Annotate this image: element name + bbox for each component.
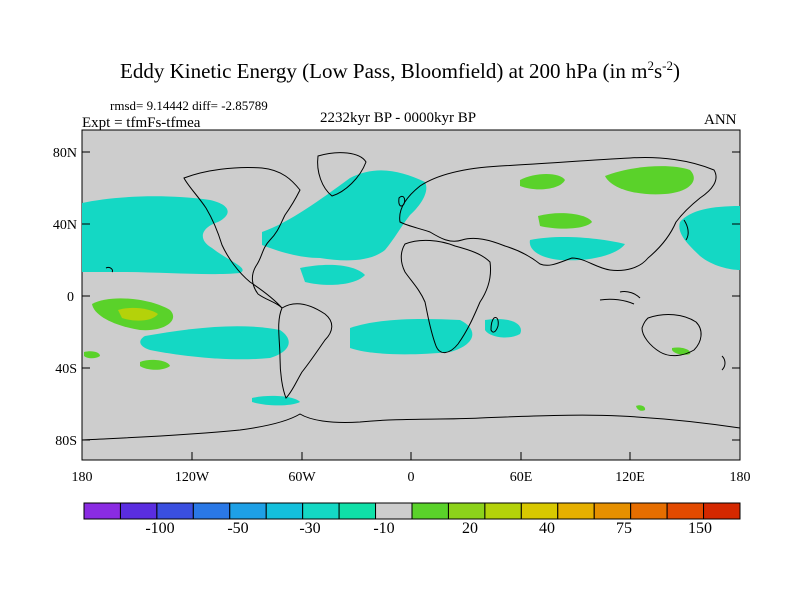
colorbar-label: 20	[462, 520, 478, 537]
green-region-scandinavia	[520, 174, 565, 190]
lat-axis-labels: 80N 40N 0 40S 80S	[53, 146, 77, 449]
colorbar-box	[630, 502, 668, 520]
green-region-siberia	[605, 166, 694, 195]
colorbar-box	[119, 502, 158, 520]
green-region-date-line-south	[84, 351, 100, 359]
colorbar	[83, 502, 741, 520]
lon-label: 120W	[175, 470, 210, 485]
title-sup2: -2	[662, 58, 673, 73]
colorbar-box	[447, 502, 486, 520]
cyan-region-south-atlantic	[350, 318, 473, 355]
coast-north-america	[183, 167, 301, 309]
colorbar-box	[520, 502, 559, 520]
experiment-label: Expt = tfmFs-tfmea	[82, 115, 201, 131]
lon-axis-labels: 180 120W 60W 0 60E 120E 180	[72, 470, 751, 485]
lat-label: 0	[67, 290, 74, 305]
lon-label: 180	[72, 470, 93, 485]
lon-label: 180	[730, 470, 751, 485]
green-region-southern-ocean-east	[636, 405, 646, 411]
colorbar-box	[411, 502, 449, 520]
colorbar-box	[666, 502, 705, 520]
lon-label: 60W	[288, 470, 316, 485]
lat-label: 40S	[55, 362, 77, 377]
period-label: 2232kyr BP - 0000kyr BP	[320, 110, 477, 126]
cyan-region-middle-east	[529, 237, 625, 261]
axis-ticks	[81, 151, 741, 460]
lightgreen-region-tropical-pacific-core	[118, 307, 158, 321]
colorbar-box	[484, 502, 522, 520]
coastlines	[81, 152, 741, 441]
coast-south-america	[278, 303, 333, 399]
coast-new-zealand	[721, 355, 726, 371]
coast-uk	[398, 195, 406, 207]
figure-title: Eddy Kinetic Energy (Low Pass, Bloomfiel…	[0, 58, 800, 84]
colorbar-label: 40	[539, 520, 555, 537]
green-region-south-pacific-west	[140, 359, 170, 370]
lon-label: 0	[408, 470, 415, 485]
cyan-region-north-atlantic	[262, 170, 427, 261]
cyan-region-south-pacific	[140, 326, 289, 360]
cyan-region-north-pacific	[82, 196, 243, 275]
colorbar-box	[703, 502, 741, 520]
green-region-australia-east	[672, 347, 691, 355]
colorbar-box	[229, 502, 267, 520]
cyan-region-atlantic-tail	[300, 264, 365, 285]
green-region-central-asia	[538, 213, 592, 229]
lon-label: 120E	[615, 470, 645, 485]
colorbar-box	[557, 502, 595, 520]
title-sup1: 2	[647, 58, 654, 73]
coast-africa	[400, 239, 491, 353]
colorbar-label: -50	[227, 520, 249, 537]
title-main: Eddy Kinetic Energy (Low Pass, Bloomfiel…	[120, 59, 648, 83]
coast-hawaii	[105, 267, 113, 273]
lat-label: 40N	[53, 218, 77, 233]
title-mid: s	[653, 59, 663, 83]
cyan-region-southern-ocean	[252, 395, 300, 406]
colorbar-box	[192, 502, 231, 520]
colorbar-box	[338, 502, 377, 520]
colorbar-label: -100	[145, 520, 175, 537]
lat-label: 80S	[55, 434, 77, 449]
anomaly-field	[82, 166, 740, 411]
cyan-region-south-indian	[485, 318, 521, 338]
coast-indonesia	[599, 291, 641, 305]
coast-greenland	[317, 152, 367, 197]
coast-madagascar	[490, 317, 499, 333]
stats-text: rmsd= 9.14442 diff= -2.85789	[110, 98, 268, 113]
colorbar-box	[375, 502, 413, 520]
colorbar-label: -10	[373, 520, 395, 537]
coast-antarctica	[81, 413, 741, 441]
lon-label: 60E	[510, 470, 533, 485]
coast-japan	[683, 219, 689, 241]
colorbar-label: -30	[299, 520, 321, 537]
colorbar-box	[302, 502, 340, 520]
cyan-region-east-asia-pacific	[679, 206, 740, 270]
season-label: ANN	[704, 112, 737, 128]
colorbar-label: 75	[616, 520, 632, 537]
title-end: )	[672, 59, 680, 83]
colorbar-box	[156, 502, 194, 520]
colorbar-box	[83, 502, 121, 520]
colorbar-label: 150	[688, 520, 712, 537]
lat-label: 80N	[53, 146, 77, 161]
colorbar-box	[265, 502, 304, 520]
colorbar-box	[593, 502, 632, 520]
coast-australia	[641, 314, 702, 357]
coast-eurasia	[399, 157, 717, 271]
